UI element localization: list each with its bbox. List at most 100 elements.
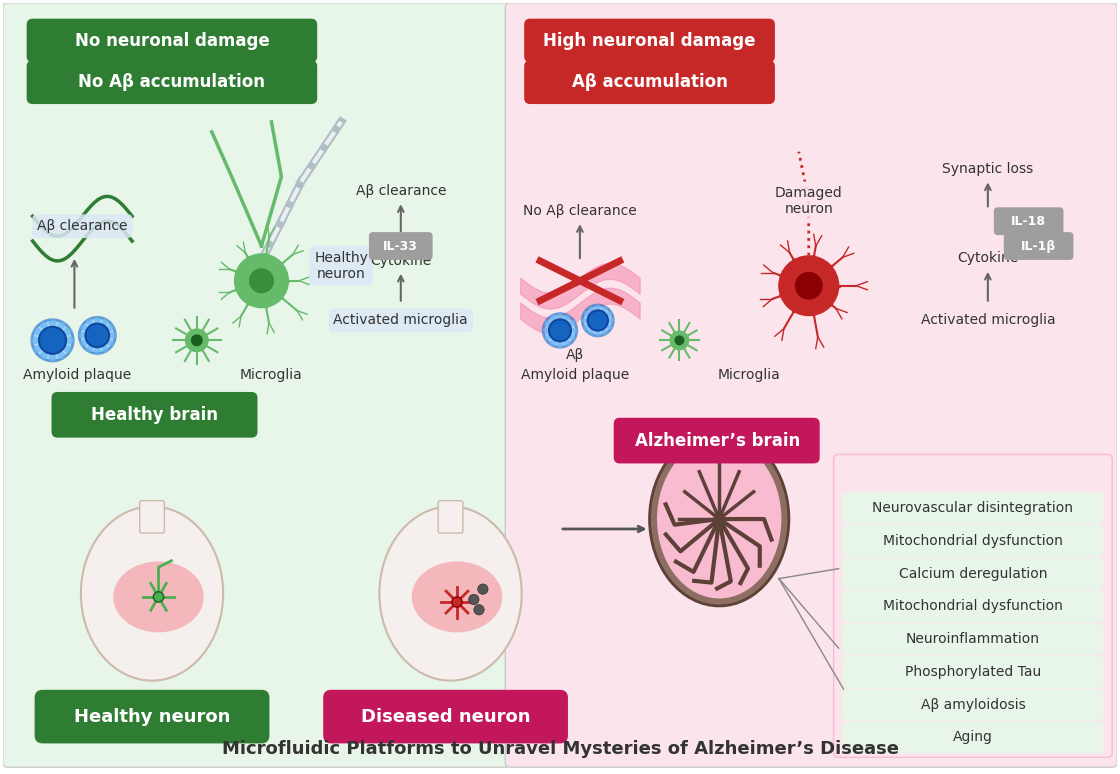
Text: Aβ clearance: Aβ clearance [37,219,128,233]
Text: Healthy brain: Healthy brain [91,406,217,424]
FancyBboxPatch shape [27,19,317,63]
Circle shape [563,340,570,346]
Circle shape [549,320,571,341]
Text: Healthy neuron: Healthy neuron [74,707,231,725]
Circle shape [544,334,551,341]
Circle shape [588,307,595,312]
Text: Aging: Aging [953,731,992,745]
Circle shape [64,345,72,353]
Ellipse shape [657,440,782,598]
FancyBboxPatch shape [842,689,1103,721]
FancyBboxPatch shape [35,690,270,743]
Text: Calcium deregulation: Calcium deregulation [898,567,1047,580]
Text: Microglia: Microglia [718,368,781,382]
Text: Diseased neuron: Diseased neuron [361,707,531,725]
Circle shape [64,327,72,336]
FancyBboxPatch shape [842,558,1103,590]
Text: Aβ: Aβ [566,348,584,362]
FancyBboxPatch shape [842,721,1103,753]
Circle shape [569,320,576,327]
Circle shape [601,307,607,312]
Circle shape [595,330,600,337]
Circle shape [40,321,48,329]
Circle shape [86,319,93,326]
Circle shape [474,604,484,615]
Circle shape [595,304,600,310]
FancyBboxPatch shape [833,454,1112,757]
Circle shape [78,332,85,339]
Circle shape [48,319,56,327]
Text: Mitochondrial dysfunction: Mitochondrial dysfunction [883,599,1063,614]
Circle shape [94,317,101,324]
Circle shape [102,319,109,326]
Circle shape [778,256,839,316]
FancyBboxPatch shape [842,492,1103,524]
Circle shape [557,341,563,348]
Text: Activated microglia: Activated microglia [921,313,1055,327]
FancyBboxPatch shape [524,19,775,63]
FancyBboxPatch shape [842,591,1103,622]
Text: Alzheimer’s brain: Alzheimer’s brain [635,432,800,450]
FancyBboxPatch shape [993,207,1064,235]
Text: Aβ amyloidosis: Aβ amyloidosis [921,697,1025,712]
Circle shape [588,329,595,335]
Circle shape [563,315,570,321]
Text: Cytokine: Cytokine [958,251,1018,265]
Text: Microglia: Microglia [240,368,302,382]
Circle shape [86,345,93,352]
Ellipse shape [81,506,223,680]
Circle shape [581,317,588,324]
Circle shape [190,334,203,346]
Circle shape [31,320,73,361]
Circle shape [81,324,87,331]
Text: Activated microglia: Activated microglia [334,313,468,327]
Circle shape [40,351,48,359]
Text: IL-1β: IL-1β [1021,239,1056,252]
Circle shape [451,597,463,608]
FancyBboxPatch shape [438,501,463,533]
Circle shape [153,591,164,602]
Circle shape [85,324,109,348]
FancyBboxPatch shape [324,690,568,743]
Text: Neuroinflammation: Neuroinflammation [906,632,1040,646]
FancyBboxPatch shape [1004,232,1073,260]
Text: IL-18: IL-18 [1011,214,1046,228]
Text: IL-33: IL-33 [383,239,418,252]
Text: Neurovascular disintegration: Neurovascular disintegration [872,501,1073,515]
Text: No Aβ accumulation: No Aβ accumulation [78,74,265,91]
FancyBboxPatch shape [2,3,511,767]
Ellipse shape [650,432,788,606]
Text: Amyloid plaque: Amyloid plaque [521,368,629,382]
Circle shape [468,594,479,604]
Circle shape [606,311,613,317]
FancyBboxPatch shape [614,418,820,464]
Circle shape [66,337,74,344]
FancyBboxPatch shape [524,60,775,104]
FancyBboxPatch shape [27,60,317,104]
Circle shape [601,329,607,335]
Text: Mitochondrial dysfunction: Mitochondrial dysfunction [883,534,1063,548]
Text: Aβ accumulation: Aβ accumulation [571,74,728,91]
Circle shape [544,320,551,327]
Text: Phosphorylated Tau: Phosphorylated Tau [905,665,1042,679]
Circle shape [102,345,109,352]
Text: No neuronal damage: No neuronal damage [75,32,269,50]
Circle shape [249,269,274,293]
Circle shape [234,254,288,307]
Ellipse shape [412,561,502,632]
Circle shape [57,321,65,329]
Circle shape [543,313,577,348]
Text: High neuronal damage: High neuronal damage [543,32,756,50]
Text: Cytokine: Cytokine [371,254,431,268]
Circle shape [550,315,557,321]
Circle shape [81,340,87,347]
Circle shape [80,317,115,354]
Circle shape [39,327,66,354]
Circle shape [109,332,116,339]
Circle shape [34,327,41,336]
Circle shape [108,340,114,347]
Text: Damaged
neuron: Damaged neuron [775,187,842,217]
Circle shape [48,354,56,361]
Circle shape [670,330,689,351]
Ellipse shape [380,506,522,680]
